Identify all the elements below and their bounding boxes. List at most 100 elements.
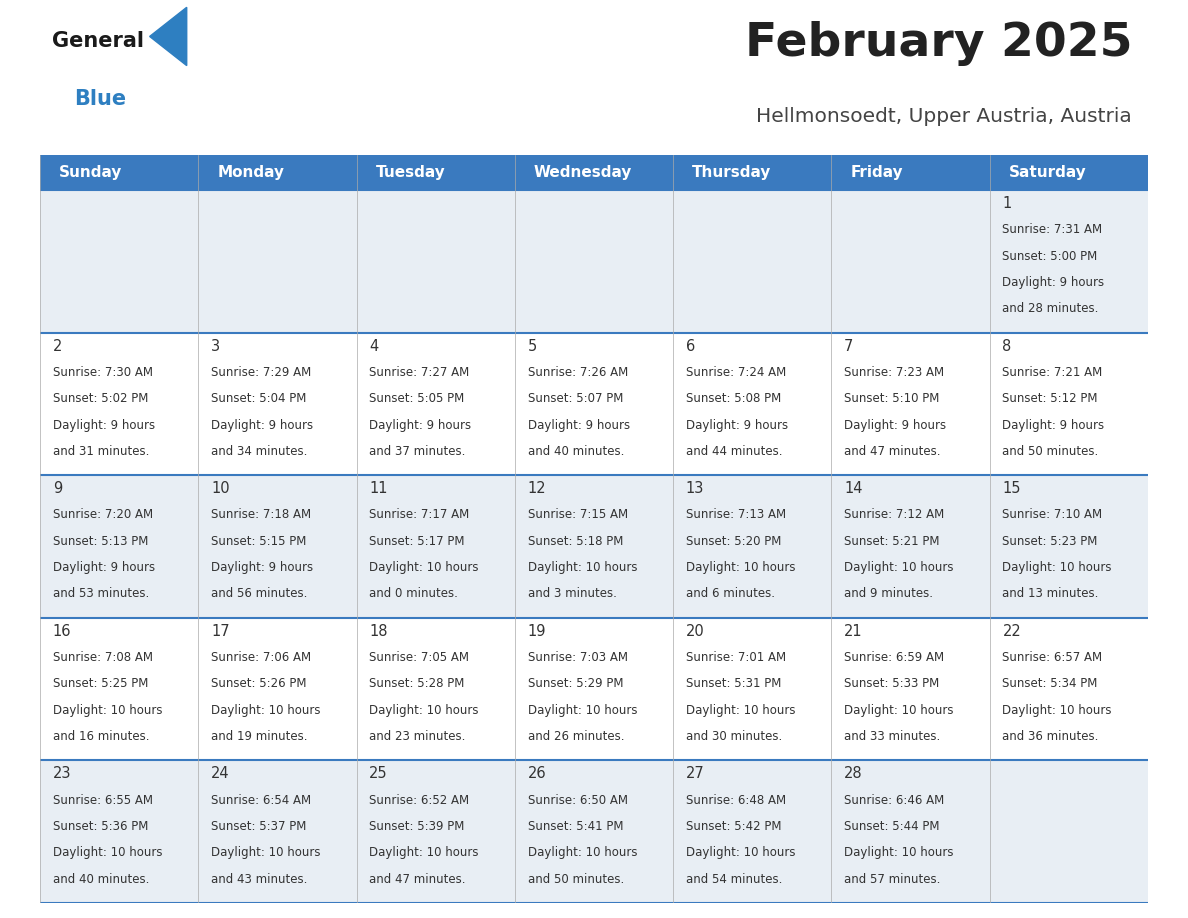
Text: Daylight: 10 hours: Daylight: 10 hours xyxy=(685,704,795,717)
Text: Sunrise: 7:21 AM: Sunrise: 7:21 AM xyxy=(1003,365,1102,379)
Text: and 47 minutes.: and 47 minutes. xyxy=(845,445,941,458)
Text: Sunset: 5:15 PM: Sunset: 5:15 PM xyxy=(211,535,307,548)
Text: 17: 17 xyxy=(211,624,229,639)
Text: Saturday: Saturday xyxy=(1009,165,1087,180)
Text: and 37 minutes.: and 37 minutes. xyxy=(369,445,466,458)
Text: 7: 7 xyxy=(845,339,853,353)
Text: and 6 minutes.: and 6 minutes. xyxy=(685,588,775,600)
Text: Sunrise: 7:06 AM: Sunrise: 7:06 AM xyxy=(211,651,311,664)
Text: Daylight: 9 hours: Daylight: 9 hours xyxy=(52,561,154,574)
Text: Sunrise: 7:03 AM: Sunrise: 7:03 AM xyxy=(527,651,627,664)
Bar xyxy=(40,190,1148,332)
Text: and 54 minutes.: and 54 minutes. xyxy=(685,873,782,886)
Text: and 50 minutes.: and 50 minutes. xyxy=(1003,445,1099,458)
Text: Sunset: 5:13 PM: Sunset: 5:13 PM xyxy=(52,535,148,548)
Text: 14: 14 xyxy=(845,481,862,497)
Text: Sunrise: 6:48 AM: Sunrise: 6:48 AM xyxy=(685,793,786,807)
Text: 11: 11 xyxy=(369,481,387,497)
Text: Blue: Blue xyxy=(74,89,126,109)
Text: Daylight: 10 hours: Daylight: 10 hours xyxy=(211,704,321,717)
Text: Sunset: 5:12 PM: Sunset: 5:12 PM xyxy=(1003,392,1098,405)
Text: Daylight: 10 hours: Daylight: 10 hours xyxy=(527,561,637,574)
Bar xyxy=(40,476,1148,618)
Text: Sunrise: 7:18 AM: Sunrise: 7:18 AM xyxy=(211,509,311,521)
Text: 19: 19 xyxy=(527,624,546,639)
Text: Sunrise: 6:50 AM: Sunrise: 6:50 AM xyxy=(527,793,627,807)
Text: and 9 minutes.: and 9 minutes. xyxy=(845,588,933,600)
Text: Sunset: 5:18 PM: Sunset: 5:18 PM xyxy=(527,535,623,548)
Text: Sunset: 5:42 PM: Sunset: 5:42 PM xyxy=(685,820,782,833)
Text: Sunset: 5:20 PM: Sunset: 5:20 PM xyxy=(685,535,782,548)
Text: Sunset: 5:17 PM: Sunset: 5:17 PM xyxy=(369,535,465,548)
Text: Sunset: 5:36 PM: Sunset: 5:36 PM xyxy=(52,820,148,833)
Text: 5: 5 xyxy=(527,339,537,353)
Bar xyxy=(40,332,1148,476)
Text: and 57 minutes.: and 57 minutes. xyxy=(845,873,941,886)
Text: 23: 23 xyxy=(52,767,71,781)
Bar xyxy=(40,760,1148,903)
Text: Daylight: 10 hours: Daylight: 10 hours xyxy=(1003,561,1112,574)
Text: Sunrise: 7:10 AM: Sunrise: 7:10 AM xyxy=(1003,509,1102,521)
Text: Sunset: 5:21 PM: Sunset: 5:21 PM xyxy=(845,535,940,548)
Text: 13: 13 xyxy=(685,481,704,497)
Text: Daylight: 9 hours: Daylight: 9 hours xyxy=(1003,419,1105,431)
Text: and 53 minutes.: and 53 minutes. xyxy=(52,588,148,600)
Polygon shape xyxy=(150,7,187,65)
Text: and 33 minutes.: and 33 minutes. xyxy=(845,730,941,743)
Text: Daylight: 9 hours: Daylight: 9 hours xyxy=(52,419,154,431)
Text: Sunrise: 7:01 AM: Sunrise: 7:01 AM xyxy=(685,651,786,664)
Text: Daylight: 10 hours: Daylight: 10 hours xyxy=(52,846,163,859)
Text: Sunrise: 7:12 AM: Sunrise: 7:12 AM xyxy=(845,509,944,521)
Text: Sunday: Sunday xyxy=(59,165,122,180)
Text: Daylight: 9 hours: Daylight: 9 hours xyxy=(211,419,314,431)
Text: Sunrise: 7:29 AM: Sunrise: 7:29 AM xyxy=(211,365,311,379)
Text: 21: 21 xyxy=(845,624,862,639)
Text: 24: 24 xyxy=(211,767,229,781)
Text: Daylight: 10 hours: Daylight: 10 hours xyxy=(369,561,479,574)
Text: 18: 18 xyxy=(369,624,387,639)
Text: Sunset: 5:10 PM: Sunset: 5:10 PM xyxy=(845,392,940,405)
Text: Daylight: 10 hours: Daylight: 10 hours xyxy=(1003,704,1112,717)
Text: Daylight: 9 hours: Daylight: 9 hours xyxy=(527,419,630,431)
Text: Sunset: 5:44 PM: Sunset: 5:44 PM xyxy=(845,820,940,833)
Text: Sunrise: 6:52 AM: Sunrise: 6:52 AM xyxy=(369,793,469,807)
Text: Daylight: 10 hours: Daylight: 10 hours xyxy=(369,704,479,717)
Text: Hellmonsoedt, Upper Austria, Austria: Hellmonsoedt, Upper Austria, Austria xyxy=(757,106,1132,126)
Text: Sunset: 5:00 PM: Sunset: 5:00 PM xyxy=(1003,250,1098,263)
Text: and 13 minutes.: and 13 minutes. xyxy=(1003,588,1099,600)
Text: Sunset: 5:28 PM: Sunset: 5:28 PM xyxy=(369,677,465,690)
Text: Daylight: 10 hours: Daylight: 10 hours xyxy=(845,846,954,859)
Text: and 28 minutes.: and 28 minutes. xyxy=(1003,302,1099,316)
Text: and 47 minutes.: and 47 minutes. xyxy=(369,873,466,886)
Text: Sunset: 5:08 PM: Sunset: 5:08 PM xyxy=(685,392,781,405)
Text: Sunrise: 6:54 AM: Sunrise: 6:54 AM xyxy=(211,793,311,807)
Text: Daylight: 10 hours: Daylight: 10 hours xyxy=(369,846,479,859)
Text: 26: 26 xyxy=(527,767,546,781)
Text: Sunrise: 6:46 AM: Sunrise: 6:46 AM xyxy=(845,793,944,807)
Text: Friday: Friday xyxy=(851,165,903,180)
Text: Daylight: 10 hours: Daylight: 10 hours xyxy=(685,561,795,574)
Text: 10: 10 xyxy=(211,481,229,497)
Text: February 2025: February 2025 xyxy=(745,21,1132,66)
Text: 8: 8 xyxy=(1003,339,1012,353)
Text: and 19 minutes.: and 19 minutes. xyxy=(211,730,308,743)
Text: Sunset: 5:25 PM: Sunset: 5:25 PM xyxy=(52,677,148,690)
Text: and 40 minutes.: and 40 minutes. xyxy=(52,873,148,886)
Bar xyxy=(40,155,1148,190)
Text: Sunset: 5:31 PM: Sunset: 5:31 PM xyxy=(685,677,782,690)
Text: Sunrise: 7:15 AM: Sunrise: 7:15 AM xyxy=(527,509,627,521)
Text: Daylight: 9 hours: Daylight: 9 hours xyxy=(845,419,946,431)
Text: 9: 9 xyxy=(52,481,62,497)
Text: Sunset: 5:23 PM: Sunset: 5:23 PM xyxy=(1003,535,1098,548)
Text: and 50 minutes.: and 50 minutes. xyxy=(527,873,624,886)
Text: and 3 minutes.: and 3 minutes. xyxy=(527,588,617,600)
Text: 22: 22 xyxy=(1003,624,1022,639)
Text: Sunrise: 7:08 AM: Sunrise: 7:08 AM xyxy=(52,651,153,664)
Text: Tuesday: Tuesday xyxy=(375,165,446,180)
Text: Sunset: 5:05 PM: Sunset: 5:05 PM xyxy=(369,392,465,405)
Text: Sunrise: 7:30 AM: Sunrise: 7:30 AM xyxy=(52,365,153,379)
Text: Sunrise: 7:13 AM: Sunrise: 7:13 AM xyxy=(685,509,786,521)
Text: 16: 16 xyxy=(52,624,71,639)
Text: Sunset: 5:34 PM: Sunset: 5:34 PM xyxy=(1003,677,1098,690)
Text: Daylight: 10 hours: Daylight: 10 hours xyxy=(527,704,637,717)
